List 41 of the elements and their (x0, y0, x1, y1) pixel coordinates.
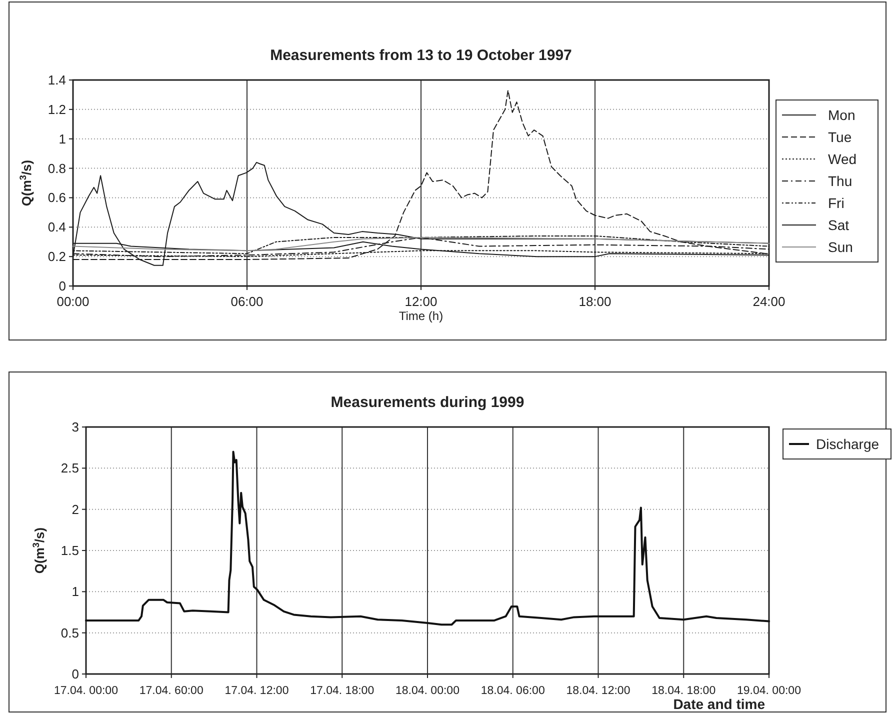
y-tick-label: 1.2 (48, 102, 66, 117)
x-tick-label: 18.04. 18:00 (652, 685, 716, 697)
x-tick-label: 18.04. 00:00 (396, 685, 460, 697)
x-tick-label: 24:00 (752, 294, 786, 309)
x-tick-label: 17.04. 60:00 (139, 685, 204, 697)
x-tick-label: 17.04. 12:00 (224, 685, 289, 697)
x-tick-label: 18.04. 12:00 (566, 685, 630, 697)
x-tick-label: 19.04. 00:00 (737, 685, 801, 697)
legend-label: Fri (828, 195, 844, 211)
y-tick-label: 0.8 (48, 160, 66, 176)
legend-label: Wed (828, 151, 857, 167)
y-tick-label: 2.5 (60, 460, 79, 476)
y-tick-label: 1.5 (60, 543, 79, 558)
y-tick-label: 1 (58, 131, 66, 146)
y-tick-label: 0 (72, 666, 79, 682)
x-axis-title: Time (h) (398, 309, 444, 323)
y-tick-label: 0.5 (60, 625, 79, 640)
y-tick-label: 1.4 (48, 72, 66, 88)
chart-title: Measurements during 1999 (330, 394, 524, 411)
x-tick-label: 12:00 (404, 294, 438, 309)
x-tick-label: 17.04. 00:00 (54, 685, 118, 697)
x-tick-label: 18:00 (578, 294, 612, 309)
y-tick-label: 0.6 (48, 190, 66, 206)
y-tick-label: 1 (72, 584, 79, 600)
y-tick-label: 0.4 (48, 220, 66, 235)
legend-label: Discharge (816, 436, 880, 452)
x-tick-label: 18.04. 06:00 (480, 685, 545, 697)
legend-label: Sat (828, 217, 850, 233)
y-tick-label: 0.2 (48, 249, 66, 264)
y-tick-label: 2 (72, 502, 79, 517)
x-tick-label: 00:00 (56, 294, 90, 309)
legend-label: Sun (828, 239, 853, 255)
y-tick-label: 3 (72, 420, 79, 434)
legend-label: Thu (828, 173, 852, 189)
x-tick-label: 17.04. 18:00 (310, 685, 374, 697)
chart-title: Measurements from 13 to 19 October 1997 (270, 47, 572, 64)
y-tick-label: 0 (58, 278, 66, 294)
legend-label: Mon (828, 107, 856, 123)
legend-label: Tue (828, 129, 852, 145)
x-tick-label: 06:00 (230, 294, 264, 309)
x-axis-title: Date and time (673, 696, 766, 712)
